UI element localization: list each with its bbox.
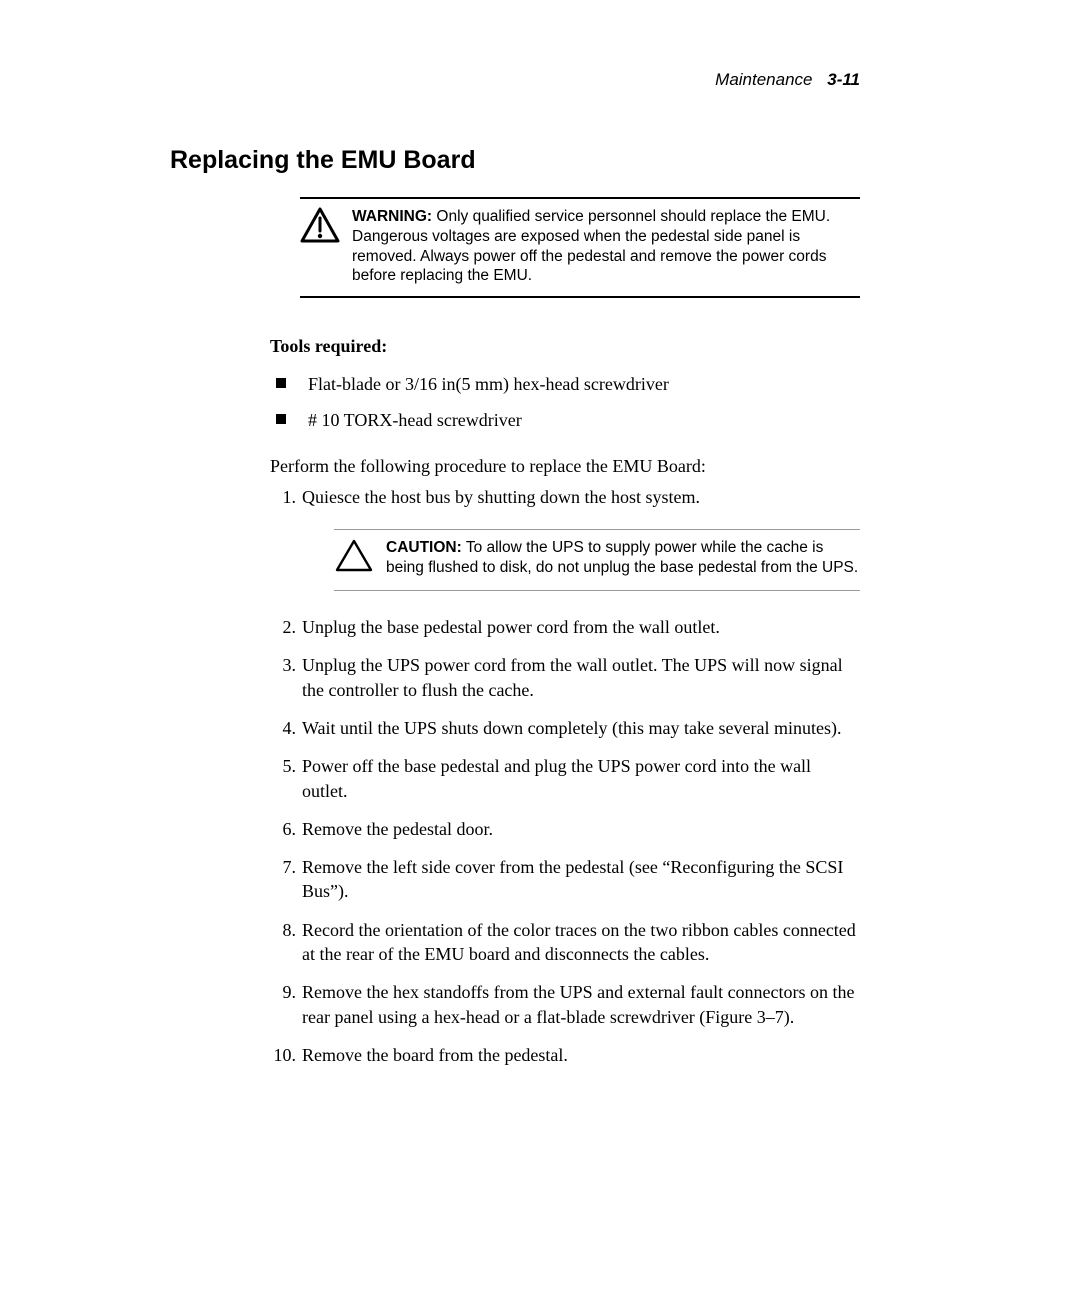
page-title: Replacing the EMU Board <box>170 146 860 175</box>
running-header: Maintenance 3-11 <box>170 70 860 90</box>
page-content: Maintenance 3-11 Replacing the EMU Board… <box>170 70 860 1081</box>
caution-label: CAUTION: <box>386 539 462 556</box>
caution-icon <box>334 538 374 580</box>
step-item: Remove the left side cover from the pede… <box>270 855 860 904</box>
procedure-steps: Quiesce the host bus by shutting down th… <box>270 485 860 1068</box>
step-item: Remove the pedestal door. <box>270 817 860 841</box>
step-item: Remove the hex standoffs from the UPS an… <box>270 980 860 1029</box>
warning-callout: WARNING: Only qualified service personne… <box>300 197 860 298</box>
tools-list: Flat-blade or 3/16 in(5 mm) hex-head scr… <box>270 371 860 433</box>
step-item: Unplug the base pedestal power cord from… <box>270 615 860 639</box>
procedure-intro: Perform the following procedure to repla… <box>270 456 860 477</box>
step-item: Unplug the UPS power cord from the wall … <box>270 653 860 702</box>
step-item: Wait until the UPS shuts down completely… <box>270 716 860 740</box>
caution-wrapper: CAUTION: To allow the UPS to supply powe… <box>334 529 860 591</box>
step-item: Quiesce the host bus by shutting down th… <box>270 485 860 592</box>
tools-heading: Tools required: <box>270 336 860 357</box>
header-section: Maintenance <box>715 70 812 89</box>
step-item: Power off the base pedestal and plug the… <box>270 754 860 803</box>
caution-callout: CAUTION: To allow the UPS to supply powe… <box>334 529 860 591</box>
caution-text: CAUTION: To allow the UPS to supply powe… <box>386 538 860 578</box>
step-item: Record the orientation of the color trac… <box>270 918 860 967</box>
list-item: Flat-blade or 3/16 in(5 mm) hex-head scr… <box>270 371 860 397</box>
warning-icon <box>300 207 340 250</box>
step-text: Quiesce the host bus by shutting down th… <box>302 487 700 507</box>
list-item: # 10 TORX-head screwdriver <box>270 407 860 433</box>
warning-text: WARNING: Only qualified service personne… <box>352 207 860 286</box>
step-item: Remove the board from the pedestal. <box>270 1043 860 1067</box>
header-page-number: 3-11 <box>827 70 860 89</box>
warning-label: WARNING: <box>352 208 432 225</box>
